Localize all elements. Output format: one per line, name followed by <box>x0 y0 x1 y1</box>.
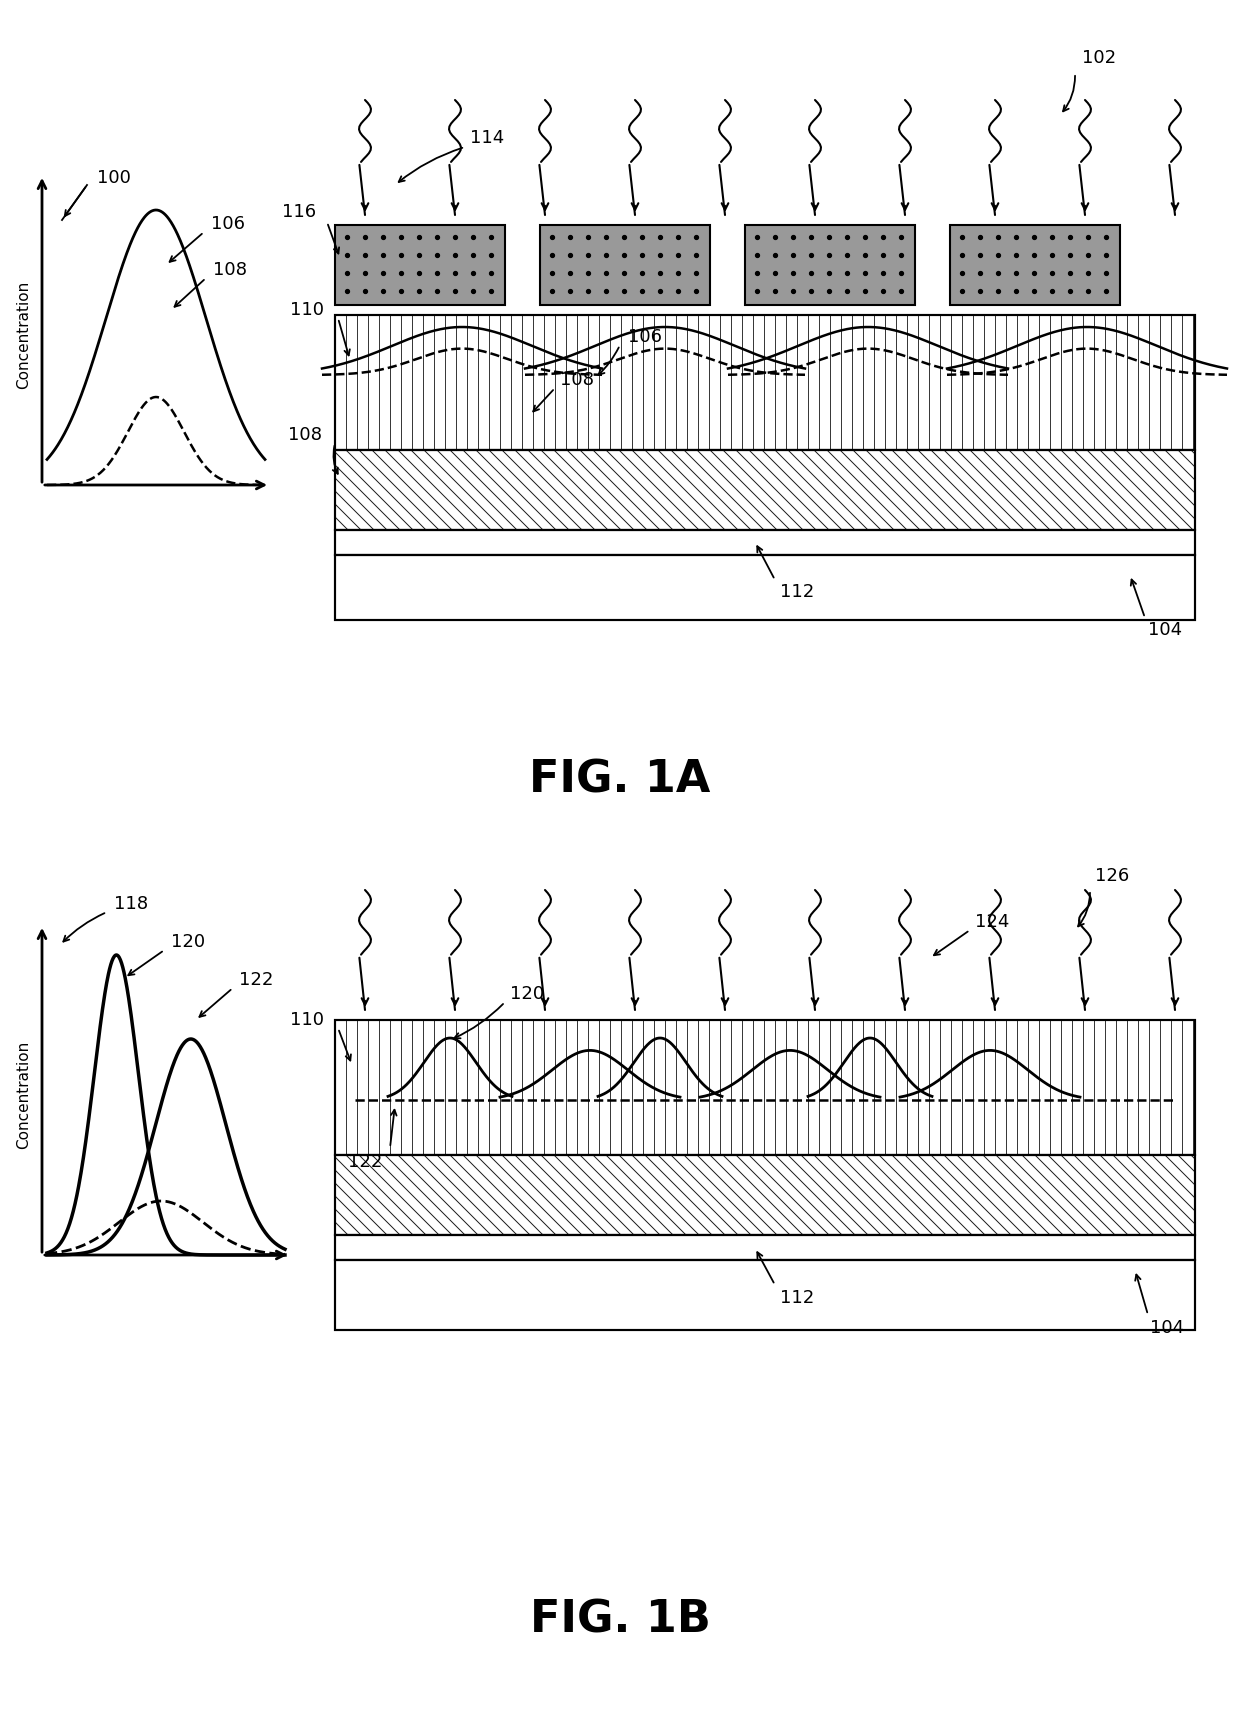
Bar <box>335 530 1195 555</box>
Bar <box>539 224 711 305</box>
Text: 108: 108 <box>288 426 322 443</box>
Bar <box>335 1235 1195 1259</box>
Bar <box>335 1019 1195 1156</box>
Bar <box>335 555 1195 619</box>
Bar <box>335 316 1195 450</box>
Bar <box>335 1019 1195 1156</box>
Text: 108: 108 <box>560 371 594 390</box>
Text: 106: 106 <box>211 216 246 233</box>
Bar <box>335 555 1195 619</box>
Text: 112: 112 <box>780 583 815 600</box>
Bar <box>745 224 915 305</box>
Bar <box>335 1235 1195 1259</box>
Text: FIG. 1A: FIG. 1A <box>529 759 711 802</box>
Text: 126: 126 <box>1095 868 1130 885</box>
Bar <box>335 1156 1195 1235</box>
Bar <box>335 450 1195 530</box>
Text: 120: 120 <box>510 985 544 1002</box>
Bar <box>335 1259 1195 1330</box>
Text: Concentration: Concentration <box>16 281 31 390</box>
Text: 110: 110 <box>290 1011 324 1030</box>
Text: 112: 112 <box>780 1289 815 1308</box>
Text: 122: 122 <box>348 1152 382 1171</box>
Text: 102: 102 <box>1083 48 1116 67</box>
Text: 100: 100 <box>97 169 131 186</box>
Text: 104: 104 <box>1149 1320 1184 1337</box>
Text: Concentration: Concentration <box>16 1040 31 1149</box>
Text: 108: 108 <box>213 260 247 279</box>
Text: FIG. 1B: FIG. 1B <box>529 1599 711 1642</box>
Text: 120: 120 <box>171 933 206 950</box>
Bar <box>950 224 1120 305</box>
Text: 116: 116 <box>281 204 316 221</box>
Text: 122: 122 <box>239 971 273 988</box>
Text: 106: 106 <box>627 328 662 347</box>
Text: 110: 110 <box>290 300 324 319</box>
Bar <box>335 1156 1195 1235</box>
Bar <box>335 316 1195 450</box>
Bar <box>335 530 1195 555</box>
Bar <box>335 224 505 305</box>
Bar <box>335 450 1195 530</box>
Bar <box>335 1259 1195 1330</box>
Text: 114: 114 <box>470 129 505 147</box>
Text: 104: 104 <box>1148 621 1182 638</box>
Text: 124: 124 <box>975 913 1009 932</box>
Text: 118: 118 <box>114 895 148 913</box>
